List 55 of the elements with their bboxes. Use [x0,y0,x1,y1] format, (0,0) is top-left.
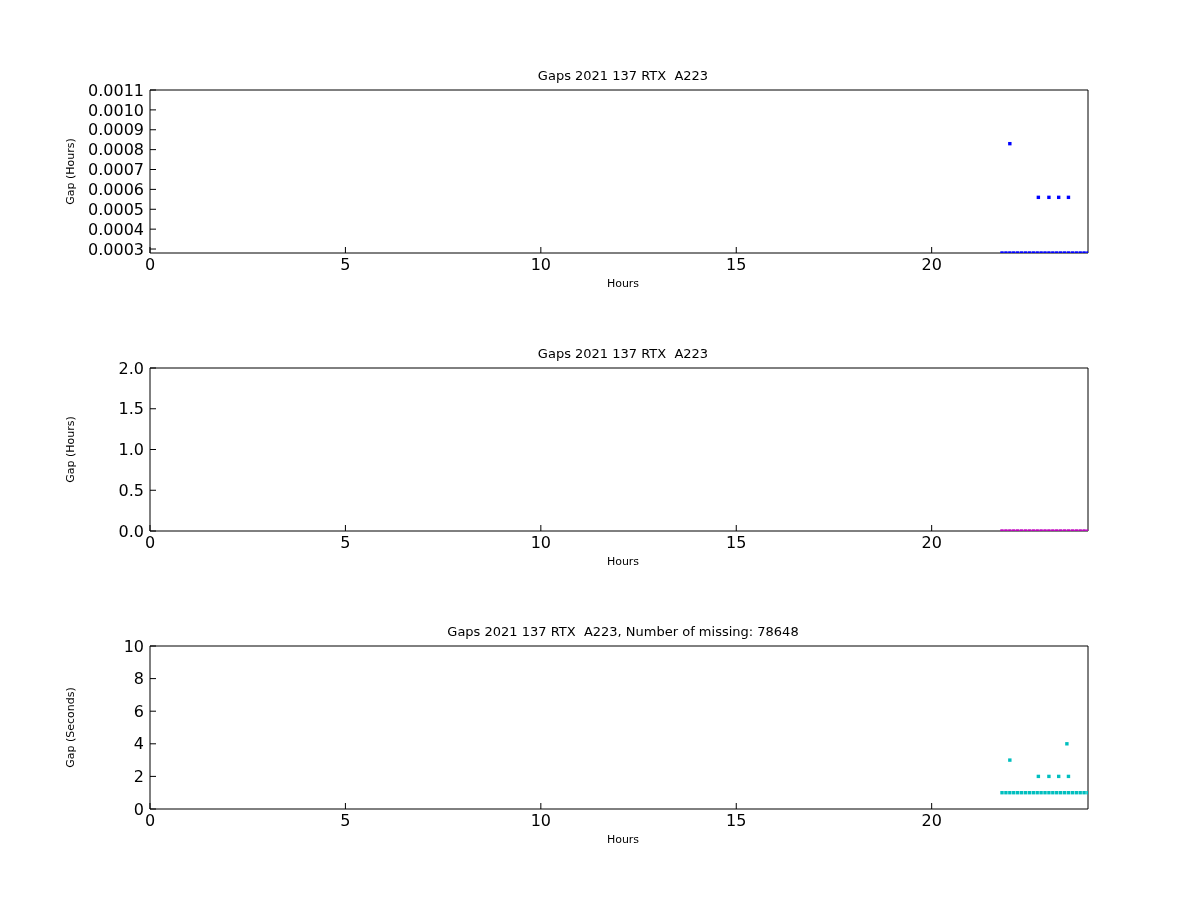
y-tick-label: 2 [133,767,144,787]
y-tick-label: 0.0007 [88,160,144,180]
y-tick-label: 1.0 [118,440,144,460]
x-tick-label: 15 [726,255,747,275]
point [1078,791,1082,795]
x-tick-label: 10 [530,811,552,831]
y-tick-label: 0.0011 [88,80,144,100]
chart-title: Gaps 2021 137 RTX A223, Number of missing: 78648 [446,624,800,639]
y-axis-title: Gap (Seconds) [63,687,77,768]
point [1008,141,1012,146]
y-tick-label: 0.0008 [88,140,144,160]
x-tick-label: 15 [726,533,747,553]
point [1035,791,1039,795]
chart-title: Gaps 2021 137 RTX A223 [536,346,710,361]
y-tick-label: 10 [123,636,144,656]
y-tick-label: 0.0004 [88,219,144,239]
y-tick-label: 4 [133,734,144,754]
point [1043,791,1047,795]
y-tick-label: 1.5 [118,399,144,419]
x-tick-label: 5 [340,255,351,275]
x-tick-label: 20 [921,533,942,553]
point [1000,791,1004,795]
y-tick-label: 6 [133,701,144,721]
point [1008,758,1012,762]
point [1047,791,1051,795]
point [1008,791,1012,795]
x-tick-label: 20 [921,255,942,275]
point [1047,195,1051,200]
x-axis-title: Hours [605,277,641,290]
x-tick-label: 10 [530,255,552,275]
y-tick-label: 2.0 [118,358,144,378]
x-tick-label: 20 [921,811,942,831]
x-axis-title: Hours [605,833,641,846]
y-tick-label: 0.0005 [88,199,144,219]
y-tick-label: 0.5 [118,480,144,500]
y-tick-label: 0.0006 [88,180,144,200]
y-tick-label: 0.0 [118,521,144,541]
point [1039,791,1043,795]
x-tick-label: 5 [340,811,351,831]
x-tick-label: 15 [726,811,747,831]
point [1065,742,1069,746]
x-axis-title: Hours [605,555,641,568]
y-tick-label: 0.0010 [88,100,144,120]
y-axis-title: Gap (Hours) [63,138,77,205]
chart-title: Gaps 2021 137 RTX A223 [536,68,710,83]
point [1004,791,1008,795]
y-tick-label: 0.0009 [88,120,144,140]
point [1082,791,1086,795]
x-tick-label: 10 [530,533,552,553]
point [1051,791,1055,795]
point [1047,774,1051,779]
y-tick-label: 0.0003 [88,239,144,259]
y-tick-label: 8 [133,669,144,689]
y-axis-title: Gap (Hours) [63,416,77,483]
x-tick-label: 5 [340,533,351,553]
